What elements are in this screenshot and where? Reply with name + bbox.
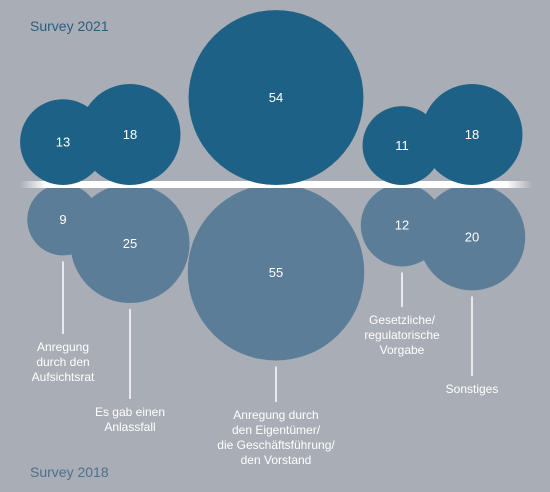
category-label-1: Es gab einen Anlassfall (94, 405, 166, 434)
value-label-2018-1: 25 (123, 236, 137, 251)
bubble-2021-2 (188, 10, 364, 185)
bubble-2021-3 (362, 106, 442, 185)
category-label-3: Gesetzliche/ regulatorische Vorgabe (364, 313, 440, 357)
value-label-2021-1: 18 (123, 127, 137, 142)
value-label-2021-4: 18 (465, 127, 479, 142)
value-label-2018-4: 20 (465, 230, 479, 245)
bubble-2018-2 (187, 184, 365, 361)
legend-survey-2021: Survey 2021 (30, 18, 109, 34)
value-label-2021-3: 11 (395, 138, 409, 153)
bubble-2021-4 (421, 84, 523, 185)
bubble-2018-1 (70, 184, 190, 303)
value-label-2018-3: 12 (395, 218, 409, 233)
bubble-2018-4 (418, 184, 526, 291)
category-label-0: Anregung durch den Aufsichtsrat (31, 340, 95, 384)
legend-survey-2018: Survey 2018 (30, 464, 109, 480)
value-label-2021-2: 54 (269, 90, 283, 105)
bubble-2021-1 (79, 84, 181, 185)
category-label-2: Anregung durch den Eigentümer/ die Gesch… (217, 408, 335, 467)
category-label-4: Sonstiges (445, 382, 499, 396)
value-label-2018-2: 55 (269, 265, 283, 280)
value-label-2021-0: 13 (56, 135, 70, 150)
value-label-2018-0: 9 (59, 212, 66, 227)
